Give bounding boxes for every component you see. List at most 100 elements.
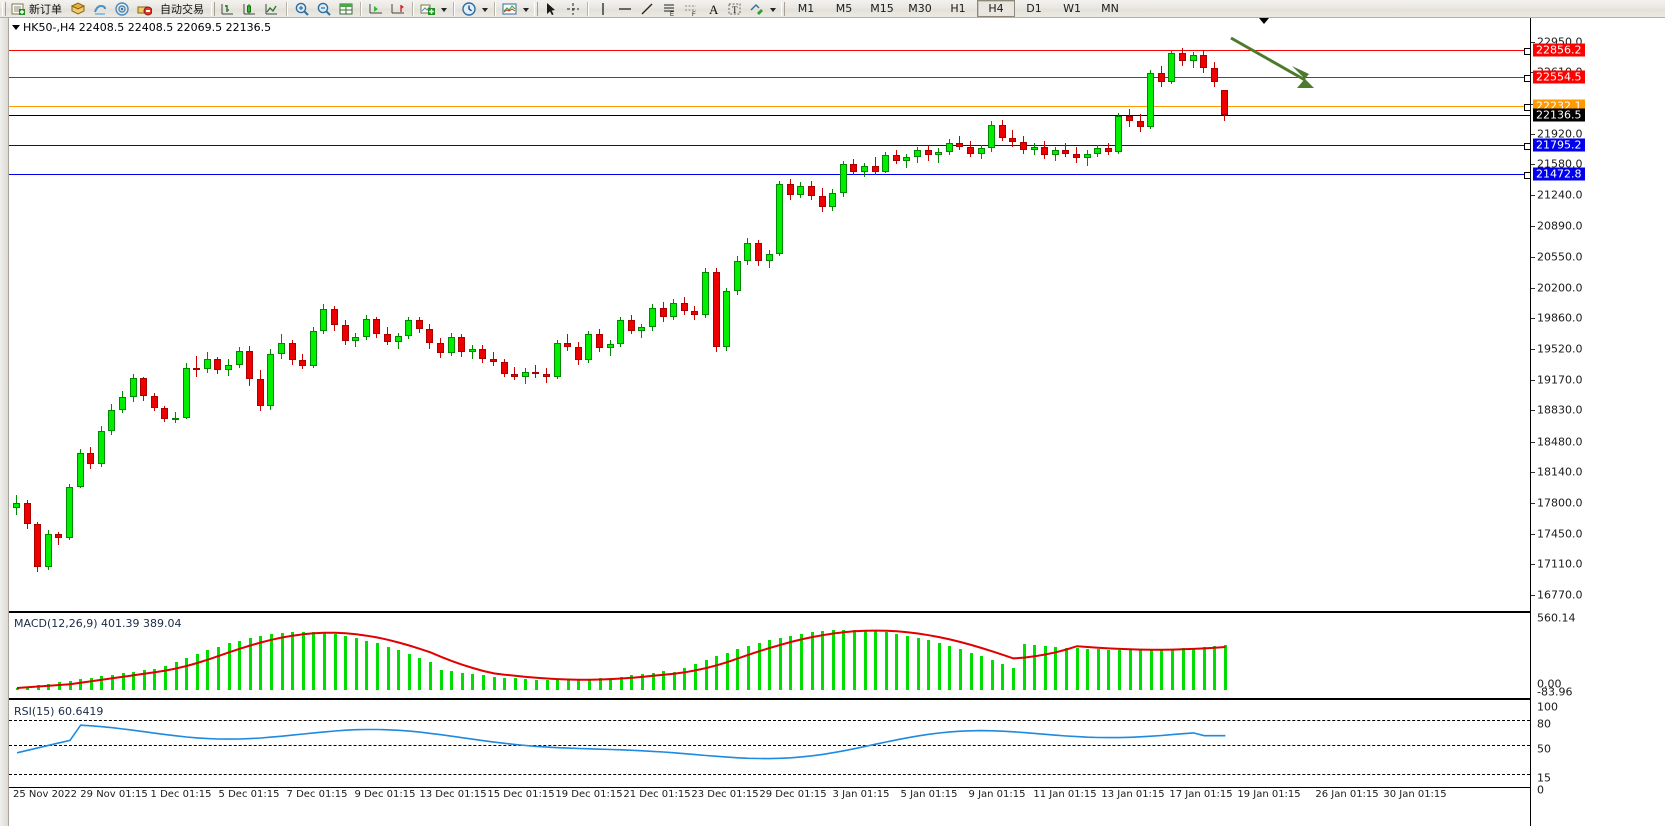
text-label-button[interactable]: T: [724, 0, 746, 17]
date-axis-label: 23 Dec 01:15: [691, 789, 759, 800]
candlestick: [34, 18, 42, 610]
candle-body: [1009, 137, 1017, 143]
timeframe-button-d1[interactable]: D1: [1026, 2, 1042, 15]
objects-dropdown-arrow[interactable]: [770, 7, 776, 12]
price-level-line[interactable]: [9, 48, 1530, 56]
indicators-button[interactable]: [417, 0, 439, 17]
toolbar-grip-2[interactable]: [211, 1, 215, 16]
price-axis[interactable]: 22950.022610.022260.021920.021580.021240…: [1530, 18, 1665, 826]
chart-scroll-rail[interactable]: [0, 18, 9, 826]
cursor-button[interactable]: [540, 0, 562, 17]
zoom-in-button[interactable]: [291, 0, 313, 17]
price-level-tag[interactable]: 22554.5: [1533, 70, 1585, 84]
trendline-button[interactable]: [636, 0, 658, 17]
timeframe-button-w1[interactable]: W1: [1063, 2, 1081, 15]
auto-trading-button[interactable]: 自动交易: [155, 0, 209, 17]
price-level-line[interactable]: [9, 114, 1530, 116]
clock-icon: [462, 1, 476, 16]
price-level-tag[interactable]: 21472.8: [1533, 167, 1585, 181]
fibonacci-icon: E: [664, 4, 674, 17]
date-axis-label: 9 Jan 01:15: [968, 789, 1026, 800]
line-chart-button[interactable]: [261, 0, 283, 17]
candle-body: [892, 155, 900, 161]
text-button[interactable]: A: [702, 0, 724, 17]
indicators-dropdown-arrow[interactable]: [441, 7, 447, 12]
chart-plot-area[interactable]: HK50-,H4 22408.5 22408.5 22069.5 22136.5…: [9, 18, 1530, 826]
price-level-handle[interactable]: [1524, 104, 1530, 112]
chart-shift-button[interactable]: [365, 0, 387, 17]
timeframe-button-h1[interactable]: H1: [950, 2, 966, 15]
macd-histogram-bar: [216, 646, 220, 690]
zoom-out-button[interactable]: [313, 0, 335, 17]
date-axis[interactable]: 25 Nov 2022 29 Nov 01:15 1 Dec 01:15 5 Dec …: [9, 787, 1530, 804]
metaeditor-button[interactable]: [89, 0, 111, 17]
price-level-tag[interactable]: 22136.5: [1533, 108, 1585, 122]
vertical-line-button[interactable]: [592, 0, 614, 17]
cursor-icon: [547, 2, 555, 15]
price-level-line[interactable]: [9, 75, 1530, 83]
price-level-handle[interactable]: [1524, 172, 1530, 179]
candlestick: [172, 18, 180, 610]
macd-histogram-bar: [863, 630, 867, 690]
vertical-line-icon: [602, 2, 604, 15]
bar-chart-button[interactable]: [217, 0, 239, 17]
candle-body: [839, 164, 847, 194]
price-tick-mark: [1531, 441, 1535, 443]
main-toolbar: 新订单: [0, 0, 1665, 18]
price-level-line[interactable]: [9, 104, 1530, 112]
candlestick: [1200, 18, 1208, 610]
price-level-line[interactable]: [9, 172, 1530, 179]
templates-dropdown-arrow[interactable]: [523, 7, 529, 12]
price-level-handle[interactable]: [1524, 75, 1530, 83]
price-level-handle[interactable]: [1524, 143, 1530, 151]
macd-histogram-bar: [333, 634, 337, 690]
periods-dropdown-arrow[interactable]: [482, 7, 488, 12]
templates-button[interactable]: [499, 0, 521, 17]
macd-histogram-bar: [704, 660, 708, 690]
toolbar-grip-4[interactable]: [781, 1, 785, 16]
timeframe-button-m30[interactable]: M30: [908, 2, 932, 15]
down-trend-arrow[interactable]: [1230, 36, 1314, 88]
periods-button[interactable]: [458, 0, 480, 17]
chart-window[interactable]: HK50-,H4 22408.5 22408.5 22069.5 22136.5…: [0, 18, 1665, 826]
rsi-level-line: [9, 719, 1530, 721]
timeframe-button-mn[interactable]: MN: [1101, 2, 1119, 15]
macd-histogram-bar: [905, 635, 909, 690]
timeframe-button-h4[interactable]: H4: [977, 0, 1015, 17]
data-window-button[interactable]: [335, 0, 357, 17]
timeframe-button-m15[interactable]: M15: [870, 2, 894, 15]
new-order-button[interactable]: 新订单: [8, 0, 67, 17]
candlestick: [776, 18, 784, 610]
toolbar-grip[interactable]: [2, 1, 6, 16]
fibonacci-button[interactable]: E: [658, 0, 680, 17]
candlestick: [659, 18, 668, 610]
signals-button[interactable]: [111, 0, 133, 17]
price-level-handle[interactable]: [1524, 48, 1530, 56]
price-level-tag[interactable]: 22856.2: [1533, 43, 1585, 57]
candlestick: [384, 18, 392, 610]
market-button[interactable]: [133, 0, 155, 17]
candlestick: [903, 18, 911, 610]
timeframe-button-m1[interactable]: M1: [797, 2, 815, 15]
price-level-line[interactable]: [9, 143, 1530, 151]
toolbar-grip-3[interactable]: [534, 1, 538, 16]
macd-histogram-bar: [556, 680, 560, 690]
candlestick: [182, 18, 191, 610]
chart-menu-caret-icon[interactable]: [12, 25, 20, 30]
candle-body: [97, 431, 105, 465]
price-tick-label: 18140.0: [1537, 465, 1583, 479]
candle-wick: [567, 334, 569, 351]
crosshair-button[interactable]: [562, 0, 584, 17]
equidistant-channel-button[interactable]: F: [680, 0, 702, 17]
timeframe-button-m5[interactable]: M5: [835, 2, 853, 15]
price-level-tag[interactable]: 21795.2: [1533, 138, 1585, 152]
horizontal-line-button[interactable]: [614, 0, 636, 17]
objects-button[interactable]: [746, 0, 768, 17]
candle-body: [267, 354, 275, 406]
candlestick-chart-button[interactable]: [239, 0, 261, 17]
auto-scroll-button[interactable]: [387, 0, 409, 17]
expert-advisors-button[interactable]: [67, 0, 89, 17]
candle-body: [988, 125, 996, 149]
date-axis-label: 26 Jan 01:15: [1315, 789, 1379, 800]
candle-body: [627, 320, 635, 331]
